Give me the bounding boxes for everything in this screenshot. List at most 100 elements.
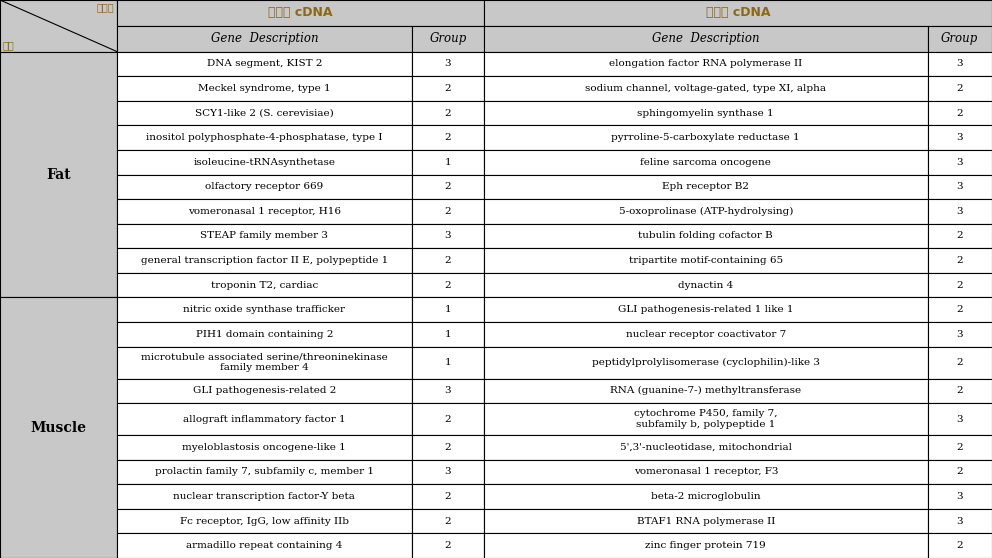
Text: 2: 2 [956,541,963,550]
Bar [484,175,928,199]
Bar [928,76,992,101]
Bar [412,297,484,322]
Bar [412,26,484,52]
Bar [928,460,992,484]
Text: prolactin family 7, subfamily c, member 1: prolactin family 7, subfamily c, member … [155,468,374,477]
Text: 1: 1 [444,330,451,339]
Text: 변화량: 변화량 [96,2,114,12]
Bar [412,484,484,509]
Text: 2: 2 [444,443,451,452]
Text: Group: Group [430,32,466,45]
Text: 2: 2 [956,256,963,265]
Text: Muscle: Muscle [31,421,86,435]
Bar [117,52,412,76]
Text: Eph receptor B2: Eph receptor B2 [663,182,749,191]
Text: 2: 2 [956,443,963,452]
Text: 3: 3 [956,59,963,69]
Bar [117,435,412,460]
Text: pyrroline-5-carboxylate reductase 1: pyrroline-5-carboxylate reductase 1 [611,133,801,142]
Text: RNA (guanine-7-) methyltransferase: RNA (guanine-7-) methyltransferase [610,386,802,396]
Bar [928,435,992,460]
Bar [117,224,412,248]
Text: 2: 2 [956,84,963,93]
Bar [484,101,928,126]
Text: 2: 2 [444,256,451,265]
Text: olfactory receptor 669: olfactory receptor 669 [205,182,323,191]
Text: 1: 1 [444,358,451,367]
Bar [117,175,412,199]
Bar [412,101,484,126]
Text: 2: 2 [444,517,451,526]
Bar [928,199,992,224]
Bar [412,533,484,558]
Bar [928,322,992,347]
Text: 5',3'-nucleotidase, mitochondrial: 5',3'-nucleotidase, mitochondrial [620,443,792,452]
Bar [484,460,928,484]
Text: cytochrome P450, family 7,
subfamily b, polypeptide 1: cytochrome P450, family 7, subfamily b, … [634,410,778,429]
Text: Fat: Fat [47,167,70,181]
Bar [117,0,484,26]
Text: feline sarcoma oncogene: feline sarcoma oncogene [641,158,771,167]
Text: 2: 2 [956,109,963,118]
Text: 2: 2 [444,281,451,290]
Text: 2: 2 [956,305,963,314]
Text: SCY1-like 2 (S. cerevisiae): SCY1-like 2 (S. cerevisiae) [195,109,333,118]
Text: dynactin 4: dynactin 4 [679,281,733,290]
Bar [484,322,928,347]
Bar [412,435,484,460]
Bar [484,273,928,297]
Bar [928,273,992,297]
Text: 3: 3 [956,133,963,142]
Bar [484,378,928,403]
Text: PIH1 domain containing 2: PIH1 domain containing 2 [195,330,333,339]
Text: Meckel syndrome, type 1: Meckel syndrome, type 1 [198,84,330,93]
Bar [0,52,117,297]
Bar [928,378,992,403]
Text: Fc receptor, IgG, low affinity IIb: Fc receptor, IgG, low affinity IIb [180,517,349,526]
Bar [117,150,412,175]
Bar [928,175,992,199]
Text: 2: 2 [956,386,963,396]
Text: allograft inflammatory factor 1: allograft inflammatory factor 1 [184,415,345,424]
Text: 1: 1 [444,305,451,314]
Bar [0,0,117,52]
Bar [928,101,992,126]
Text: 연령: 연령 [3,40,15,50]
Text: 3: 3 [444,232,451,240]
Bar [412,460,484,484]
Bar [117,322,412,347]
Bar [928,403,992,435]
Text: Gene  Description: Gene Description [210,32,318,45]
Text: 2: 2 [444,207,451,216]
Text: 1: 1 [444,158,451,167]
Bar [412,403,484,435]
Bar [412,52,484,76]
Bar [928,509,992,533]
Bar [412,150,484,175]
Bar [117,484,412,509]
Text: 2: 2 [444,84,451,93]
Bar [484,224,928,248]
Text: sphingomyelin synthase 1: sphingomyelin synthase 1 [638,109,774,118]
Text: 감소한 cDNA: 감소한 cDNA [705,6,771,20]
Bar [117,76,412,101]
Text: 2: 2 [444,415,451,424]
Text: 3: 3 [444,59,451,69]
Text: 5-oxoprolinase (ATP-hydrolysing): 5-oxoprolinase (ATP-hydrolysing) [619,207,793,216]
Text: 2: 2 [956,358,963,367]
Text: 3: 3 [956,158,963,167]
Text: 2: 2 [956,232,963,240]
Bar [117,297,412,322]
Bar [117,378,412,403]
Bar [412,126,484,150]
Text: isoleucine-tRNAsynthetase: isoleucine-tRNAsynthetase [193,158,335,167]
Bar [412,509,484,533]
Bar [412,378,484,403]
Text: tubulin folding cofactor B: tubulin folding cofactor B [639,232,773,240]
Bar [484,509,928,533]
Bar [484,248,928,273]
Bar [412,199,484,224]
Text: 2: 2 [956,468,963,477]
Bar [928,150,992,175]
Bar [484,297,928,322]
